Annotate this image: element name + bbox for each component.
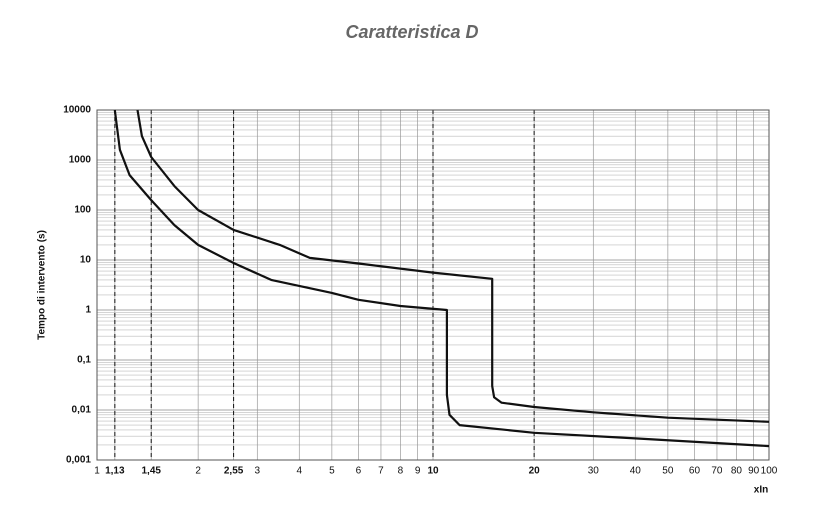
- x-tick-label: 1: [94, 466, 100, 477]
- x-tick-label: 80: [731, 466, 743, 477]
- x-tick-label: 8: [398, 466, 404, 477]
- x-tick-label: 2: [195, 466, 201, 477]
- x-tick-label: 70: [711, 466, 723, 477]
- x-tick-label: 6: [356, 466, 362, 477]
- x-tick-label: 9: [415, 466, 421, 477]
- x-tick-label: 1,45: [141, 466, 161, 477]
- y-tick-label: 100: [74, 205, 91, 216]
- x-tick-label: 40: [630, 466, 642, 477]
- y-tick-label: 1: [85, 305, 91, 316]
- chart-title: Caratteristica D: [345, 22, 478, 42]
- x-tick-label: 20: [529, 466, 541, 477]
- x-axis-label: xIn: [754, 485, 768, 496]
- x-tick-label: 2,55: [224, 466, 244, 477]
- x-tick-label: 3: [255, 466, 261, 477]
- x-tick-label: 90: [748, 466, 760, 477]
- y-tick-label: 0,01: [72, 405, 92, 416]
- x-tick-label: 5: [329, 466, 335, 477]
- x-tick-label: 30: [588, 466, 600, 477]
- x-tick-label: 1,13: [105, 466, 125, 477]
- x-tick-label: 50: [662, 466, 674, 477]
- y-tick-label: 0,1: [77, 355, 91, 366]
- x-tick-label: 100: [761, 466, 778, 477]
- y-axis-label: Tempo di intervento (s): [37, 230, 48, 340]
- y-tick-label: 10: [80, 255, 92, 266]
- x-tick-label: 7: [378, 466, 384, 477]
- x-tick-label: 4: [297, 466, 303, 477]
- curve: [113, 109, 770, 448]
- curve: [136, 109, 770, 423]
- y-tick-label: 0,001: [66, 455, 91, 466]
- y-tick-label: 10000: [63, 105, 91, 116]
- x-tick-label: 60: [689, 466, 701, 477]
- x-tick-label: 10: [427, 466, 439, 477]
- y-tick-label: 1000: [69, 155, 92, 166]
- plot-frame: [96, 109, 770, 461]
